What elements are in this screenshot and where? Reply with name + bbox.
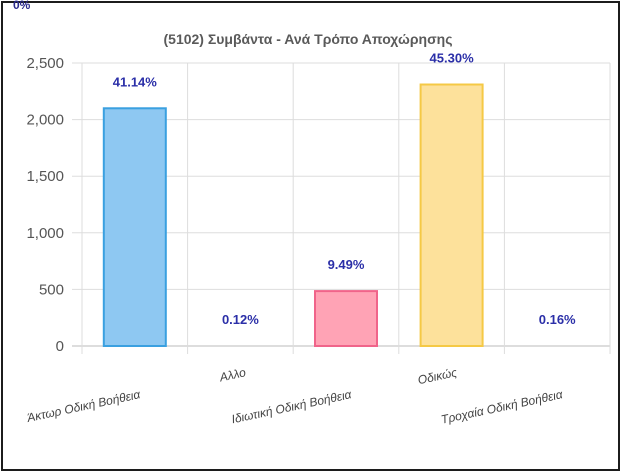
data-label: 0.16% xyxy=(539,312,576,327)
bar xyxy=(314,290,378,347)
x-tick-label: Τροχαία Οδική Βοήθεια xyxy=(440,387,565,427)
y-tick-label: 2,500 xyxy=(26,55,64,72)
data-label: 45.30% xyxy=(430,51,475,66)
chart-title: (5102) Συμβάντα - Ανά Τρόπο Αποχώρησης xyxy=(164,31,453,47)
x-tick-label: Αλλο xyxy=(217,365,247,384)
data-label: 0.12% xyxy=(222,312,259,327)
y-tick-label: 2,000 xyxy=(26,112,64,129)
bar xyxy=(419,83,484,348)
x-tick-label: Οδικώς xyxy=(416,365,458,387)
y-tick-label: 1,000 xyxy=(26,225,64,242)
y-tick-label: 0 xyxy=(56,338,64,355)
y-tick-label: 500 xyxy=(39,281,64,298)
x-axis-ticks: Άκτωρ Οδική Βοήθεια Αλλο Ιδιωτική Οδική Βο… xyxy=(25,365,565,427)
data-label: 9.49% xyxy=(328,257,365,272)
y-tick-label: 1,500 xyxy=(26,168,64,185)
x-tick-label: Ιδιωτική Οδική Βοήθεια xyxy=(230,387,354,426)
data-label: 41.14% xyxy=(113,74,158,89)
bar xyxy=(102,107,167,347)
y-axis-ticks: 0 500 1,000 1,500 2,000 2,500 xyxy=(26,55,64,355)
x-tick-label: Άκτωρ Οδική Βοήθεια xyxy=(25,387,143,425)
corner-label: 0% xyxy=(13,0,31,12)
bars xyxy=(102,83,484,348)
data-labels: 41.14% 0.12% 9.49% 45.30% 0.16% xyxy=(113,51,576,327)
